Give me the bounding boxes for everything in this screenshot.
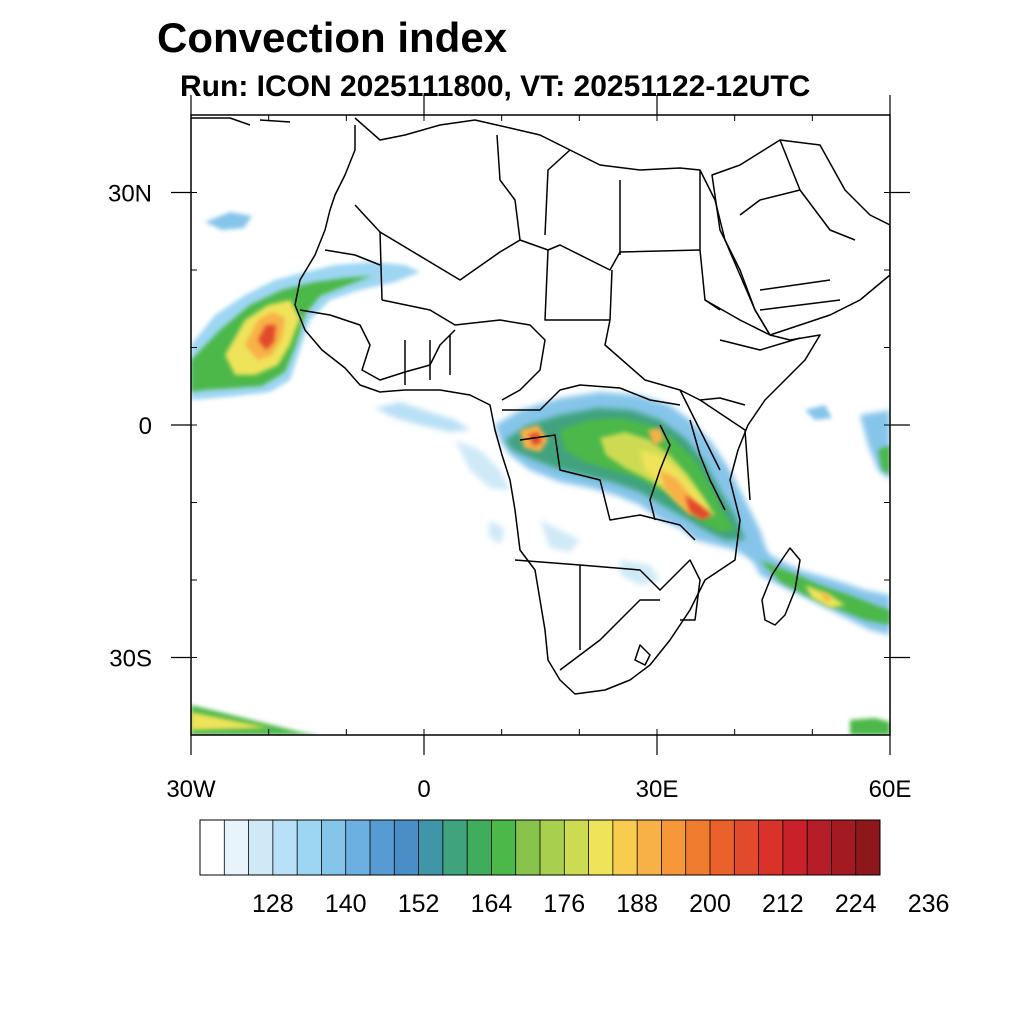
region-pale-blue [540, 520, 580, 552]
colorbar-swatch [297, 820, 322, 875]
lon-tick-label: 30W [166, 776, 216, 803]
colorbar-swatch [345, 820, 371, 875]
lat-tick-label: 0 [139, 413, 152, 440]
country-borders [191, 117, 890, 695]
plot-area [191, 115, 890, 735]
colorbar-swatch [491, 820, 517, 875]
border [381, 299, 546, 401]
page-subtitle: Run: ICON 2025111800, VT: 20251122-12UTC [180, 70, 811, 103]
coastline-iberia [191, 117, 291, 126]
lat-tick-label: 30N [108, 181, 152, 208]
colorbar-label: 164 [471, 890, 513, 918]
colorbar-swatch [540, 820, 565, 875]
colorbar-frame [199, 819, 881, 876]
region-pale-blue [375, 402, 470, 432]
colorbar-swatch [734, 820, 759, 875]
colorbar-swatch [831, 820, 857, 875]
region-blue [805, 405, 832, 420]
border [496, 134, 721, 311]
colorbar-swatch [564, 820, 589, 875]
colorbar-swatch [418, 820, 444, 875]
region-green [760, 560, 890, 625]
field-gulf-of-guinea [375, 402, 510, 545]
lon-tick-label: 30E [636, 776, 679, 803]
colorbar-swatch [637, 820, 662, 875]
colorbar-swatch [467, 820, 492, 875]
colorbar-swatch [855, 820, 881, 875]
region-yellow [191, 712, 270, 730]
colorbar-swatch [321, 820, 347, 875]
convection-fields [191, 212, 890, 735]
border [634, 419, 726, 666]
colorbar-label: 188 [616, 890, 658, 918]
border [514, 559, 701, 671]
region-light-blue [205, 212, 252, 230]
region-orange [820, 590, 832, 602]
colorbar-swatch [710, 820, 735, 875]
lon-tick-label: 60E [869, 776, 912, 803]
colorbar: 128 140 152 164 176 188 200 212 224 236 [199, 819, 950, 918]
colorbar-label: 140 [325, 890, 367, 918]
colorbar-swatch [758, 820, 784, 875]
field-central-africa [495, 392, 770, 585]
page-title: Convection index [157, 14, 508, 61]
region-green [878, 445, 890, 475]
colorbar-label: 212 [762, 890, 804, 918]
colorbar-swatch [782, 820, 808, 875]
colorbar-swatch [370, 820, 395, 875]
region-orange [648, 428, 664, 446]
colorbar-swatch [588, 820, 614, 875]
colorbar-swatch [200, 820, 225, 875]
region-red [528, 432, 542, 446]
border [404, 335, 451, 385]
border [679, 299, 801, 501]
field-indian-ocean [745, 405, 890, 635]
axis-ticks [171, 95, 910, 755]
axis-tick-labels: 30W 0 30E 60E 30N 0 30S [108, 181, 911, 804]
colorbar-swatch [442, 820, 468, 875]
coastline-madagascar [761, 547, 801, 626]
colorbar-swatch [394, 820, 419, 875]
colorbar-swatch [272, 820, 298, 875]
border [502, 384, 696, 541]
colorbar-swatch [515, 820, 541, 875]
colorbar-swatch [807, 820, 832, 875]
colorbar-label: 176 [543, 890, 585, 918]
colorbar-label: 128 [252, 890, 294, 918]
coastline-africa [294, 117, 821, 695]
colorbar-swatch [248, 820, 274, 875]
colorbar-swatch [685, 820, 711, 875]
colorbar-label: 152 [398, 890, 440, 918]
colorbar-label: 236 [908, 890, 950, 918]
coastline-arabia [711, 139, 890, 336]
colorbar-swatch [224, 820, 249, 875]
lon-tick-label: 0 [417, 776, 430, 803]
colorbar-swatch [612, 820, 638, 875]
region-pale-blue [455, 440, 510, 490]
field-south-edges [191, 705, 890, 735]
region-green [850, 718, 890, 735]
region-pale-blue [488, 520, 505, 545]
border [299, 309, 456, 381]
colorbar-label: 200 [689, 890, 731, 918]
region-red [685, 495, 712, 520]
lat-tick-label: 30S [109, 646, 152, 673]
colorbar-swatch [661, 820, 687, 875]
region-red [258, 325, 276, 350]
border [739, 139, 856, 311]
region-pale-blue [620, 560, 660, 585]
colorbar-label: 224 [835, 890, 877, 918]
